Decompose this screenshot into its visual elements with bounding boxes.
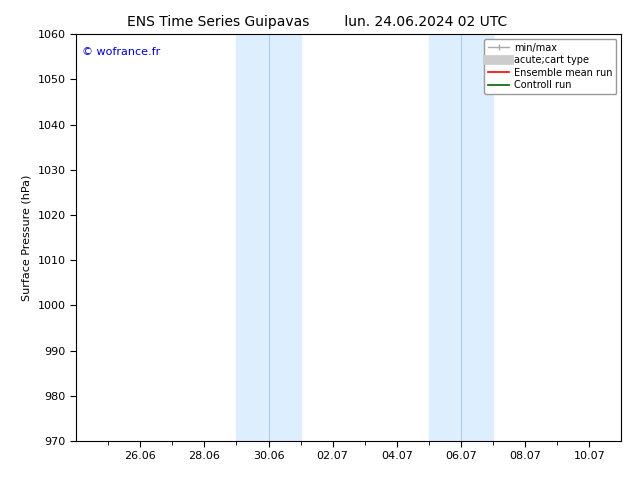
Y-axis label: Surface Pressure (hPa): Surface Pressure (hPa) [22, 174, 32, 301]
Text: © wofrance.fr: © wofrance.fr [82, 47, 160, 56]
Text: ENS Time Series Guipavas        lun. 24.06.2024 02 UTC: ENS Time Series Guipavas lun. 24.06.2024… [127, 15, 507, 29]
Bar [236, 34, 301, 441]
Bar [429, 34, 493, 441]
Legend: min/max, acute;cart type, Ensemble mean run, Controll run: min/max, acute;cart type, Ensemble mean … [484, 39, 616, 94]
